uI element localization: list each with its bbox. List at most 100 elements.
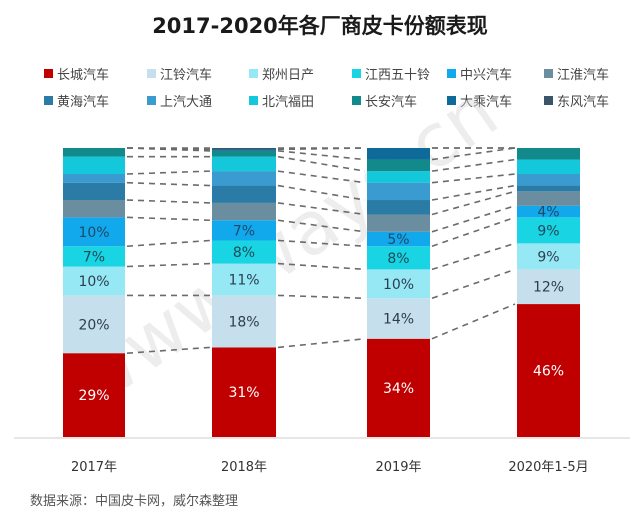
bar-segment [63, 295, 125, 354]
bar-segment [63, 156, 125, 175]
legend-label: 北汽福田 [262, 95, 315, 110]
legend-swatch [44, 69, 53, 78]
data-label: 9% [537, 223, 559, 239]
bar-segment [212, 263, 276, 296]
legend-item: 大乘汽车 [447, 91, 512, 110]
connector-line [277, 184, 366, 201]
source-note: 数据来源：中国皮卡网，威尔森整理 [30, 494, 239, 509]
bar-segment [367, 298, 430, 339]
connector-line [431, 147, 516, 161]
data-label: 9% [537, 249, 559, 265]
legend-item: 上汽大通 [147, 91, 212, 110]
data-label: 46% [533, 364, 564, 380]
legend-label: 黄海汽车 [57, 95, 110, 110]
legend-item: 江淮汽车 [544, 64, 609, 83]
bar-segment [212, 240, 276, 264]
data-label: 18% [228, 314, 259, 330]
legend-item: 长安汽车 [352, 91, 417, 110]
connector-line [431, 173, 516, 184]
chart-title: 2017-2020年各厂商皮卡份额表现 [152, 14, 488, 38]
bar-segment [212, 171, 276, 186]
legend-swatch [147, 96, 156, 105]
legend-swatch [447, 69, 456, 78]
data-label: 34% [383, 381, 414, 397]
connector-line [431, 205, 516, 233]
connector-line [277, 219, 366, 233]
legend-swatch [544, 96, 553, 105]
connector-line [277, 202, 366, 216]
x-tick-label: 2017年 [71, 460, 117, 475]
bar-segment [367, 148, 430, 160]
data-label: 20% [78, 317, 109, 333]
legend-label: 江淮汽车 [557, 68, 610, 83]
bar-segment [367, 200, 430, 215]
bar-segment [517, 174, 580, 186]
bar-segment [517, 243, 580, 270]
bar-segment [63, 182, 125, 201]
connector-line [431, 216, 516, 248]
legend-swatch [44, 96, 53, 105]
legend-item: 江西五十铃 [352, 64, 430, 83]
legend-swatch [249, 96, 258, 105]
bar-segment [212, 148, 276, 150]
bar-segment [367, 182, 430, 201]
connector-line [277, 155, 366, 172]
x-tick-label: 2019年 [375, 460, 421, 475]
legend-item: 东风汽车 [544, 91, 609, 110]
bar-segment [63, 200, 125, 218]
data-label: 7% [233, 223, 255, 239]
bar-segment [517, 304, 580, 437]
bar-segment [367, 171, 430, 183]
connector-line [277, 147, 366, 151]
connector-line [126, 170, 211, 175]
bar-segment [367, 338, 430, 437]
connector-line [126, 346, 211, 354]
connector-line [277, 170, 366, 184]
legend-item: 郑州日产 [249, 64, 314, 83]
data-label: 4% [537, 205, 559, 221]
data-label: 10% [78, 274, 109, 290]
x-tick-label: 2018年 [221, 460, 267, 475]
legend-label: 江西五十铃 [365, 68, 431, 83]
data-label: 10% [78, 225, 109, 241]
data-label: 31% [228, 385, 259, 401]
connector-line [126, 216, 211, 222]
connector-line [277, 150, 366, 161]
bar-segment [367, 231, 430, 247]
legend-label: 江铃汽车 [160, 68, 213, 83]
connector-line [126, 199, 211, 204]
legend-item: 中兴汽车 [447, 64, 512, 83]
connector-line [277, 239, 366, 248]
legend-label: 上汽大通 [160, 95, 213, 110]
connector-line [277, 294, 366, 300]
legend-label: 长安汽车 [365, 95, 418, 110]
connector-line [277, 337, 366, 349]
bar-segment [517, 185, 580, 192]
bar-segment [212, 347, 276, 437]
bar-segment [517, 205, 580, 218]
data-label: 5% [387, 232, 409, 248]
legend-item: 长城汽车 [44, 64, 109, 83]
legend-swatch [352, 96, 361, 105]
bar-segment [212, 185, 276, 203]
legend-swatch [544, 69, 553, 78]
data-label: 29% [78, 388, 109, 404]
connector-line [431, 184, 516, 201]
legend-label: 中兴汽车 [460, 68, 513, 83]
x-tick-label: 2020年1-5月 [508, 460, 588, 475]
connector-line [431, 190, 516, 216]
data-label: 8% [233, 245, 255, 261]
legend-item: 北汽福田 [249, 91, 314, 110]
bar-segment [517, 159, 580, 175]
bar-segment [517, 217, 580, 244]
bar-segment [367, 214, 430, 232]
legend-label: 长城汽车 [57, 68, 110, 83]
connector-line [431, 242, 516, 271]
bar-segment [63, 246, 125, 267]
bar-segment [367, 246, 430, 270]
bar-segment [63, 174, 125, 183]
bar-segment [212, 156, 276, 172]
data-label: 10% [383, 277, 414, 293]
data-label: 8% [387, 251, 409, 267]
